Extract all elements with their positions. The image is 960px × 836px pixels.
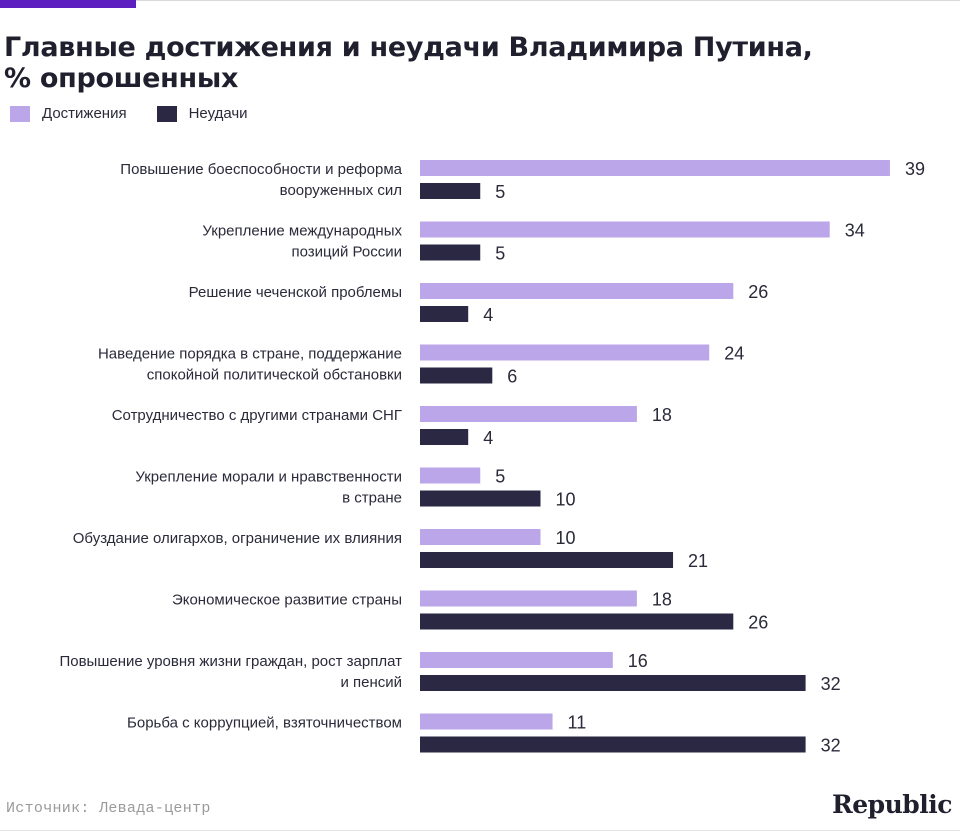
category-label: Решение чеченской проблемы [189, 284, 402, 301]
achievement-value-label: 34 [845, 221, 865, 241]
legend-item-achievements: Достижения [10, 105, 127, 122]
legend-label-achievements: Достижения [42, 105, 127, 122]
failure-bar [420, 490, 541, 507]
failure-value-label: 5 [495, 244, 505, 264]
achievement-bar [420, 344, 710, 361]
top-accent-bar [0, 0, 136, 8]
category-label: Обуздание олигархов, ограничение их влия… [73, 530, 402, 547]
achievement-value-label: 18 [652, 590, 672, 610]
category-label: позиций России [291, 244, 402, 261]
legend-swatch-failures [156, 105, 177, 122]
failure-value-label: 26 [748, 613, 768, 633]
achievement-value-label: 24 [724, 344, 744, 364]
category-label: Укрепление морали и нравственности [135, 469, 402, 486]
bar-group: Повышение боеспособности и реформа вооруж… [120, 159, 925, 202]
chart-title-line-2: % опрошенных [4, 63, 239, 94]
failure-value-label: 32 [821, 674, 841, 694]
failure-bar [420, 244, 481, 261]
chart-title: Главные достижения и неудачи Владимира П… [4, 32, 944, 94]
failure-bar [420, 429, 469, 445]
bar-chart: Повышение боеспособности и реформа вооруж… [59, 159, 925, 756]
failure-value-label: 21 [688, 551, 708, 571]
achievement-value-label: 10 [556, 528, 576, 548]
legend-label-failures: Неудачи [188, 105, 248, 122]
failure-value-label: 4 [483, 305, 493, 325]
top-rule [0, 0, 960, 1]
category-label: в стране [342, 490, 402, 507]
bar-group: Обуздание олигархов, ограничение их влия… [73, 528, 708, 571]
achievement-bar [420, 283, 734, 299]
achievement-bar [420, 652, 613, 668]
failure-bar [420, 552, 674, 568]
achievement-bar [420, 713, 553, 730]
achievement-bar [420, 160, 890, 176]
chart-legend: Достижения Неудачи [10, 105, 278, 122]
bar-group: Укрепление морали и нравственности в стра… [135, 467, 575, 510]
failure-value-label: 4 [483, 428, 493, 448]
failure-bar [420, 183, 481, 199]
chart-title-line-1: Главные достижения и неудачи Владимира П… [4, 32, 813, 63]
legend-swatch-achievements [10, 105, 30, 122]
category-label: Наведение порядка в стране, поддержание [98, 346, 402, 363]
achievement-bar [420, 406, 637, 422]
bar-group: Экономическое развитие страны 18 26 [172, 590, 768, 633]
bar-group: Наведение порядка в стране, поддержание с… [98, 344, 744, 387]
bar-group: Сотрудничество с другими странами СНГ 18 4 [112, 405, 672, 448]
category-label: Укрепление международных [202, 223, 402, 240]
failure-value-label: 10 [556, 490, 576, 510]
achievement-value-label: 26 [748, 282, 768, 302]
bottom-rule [0, 830, 960, 831]
failure-value-label: 6 [507, 367, 517, 387]
achievement-value-label: 11 [568, 713, 587, 733]
achievement-bar [420, 221, 830, 238]
category-label: Экономическое развитие страны [172, 592, 402, 609]
brand-logo: Republic [831, 790, 953, 819]
legend-item-failures: Неудачи [156, 105, 248, 122]
source-note: Источник: Левада-центр [6, 800, 211, 817]
failure-bar [420, 306, 469, 322]
category-label: вооруженных сил [280, 182, 402, 199]
category-label: Сотрудничество с другими странами СНГ [112, 407, 402, 424]
bar-group: Решение чеченской проблемы 26 4 [189, 282, 769, 325]
failure-value-label: 32 [821, 736, 841, 756]
achievement-value-label: 5 [495, 467, 505, 487]
achievement-value-label: 16 [628, 651, 648, 671]
achievement-bar [420, 590, 637, 607]
failure-bar [420, 675, 806, 691]
failure-value-label: 5 [495, 182, 505, 202]
achievement-value-label: 39 [905, 159, 925, 179]
bar-group: Борьба с коррупцией, взяточничеством 11 32 [127, 713, 841, 756]
category-label: Борьба с коррупцией, взяточничеством [127, 715, 402, 732]
achievement-value-label: 18 [652, 405, 672, 425]
bar-group: Укрепление международных позиций России 34… [202, 221, 864, 264]
failure-bar [420, 613, 734, 630]
achievement-bar [420, 529, 541, 545]
achievement-bar [420, 467, 481, 484]
category-label: Повышение боеспособности и реформа [120, 161, 402, 178]
category-label: Повышение уровня жизни граждан, рост зар… [59, 653, 402, 670]
failure-bar [420, 736, 806, 753]
failure-bar [420, 367, 493, 384]
bar-group: Повышение уровня жизни граждан, рост зар… [59, 651, 840, 694]
category-label: спокойной политической обстановки [147, 367, 402, 384]
category-label: и пенсий [340, 674, 402, 691]
